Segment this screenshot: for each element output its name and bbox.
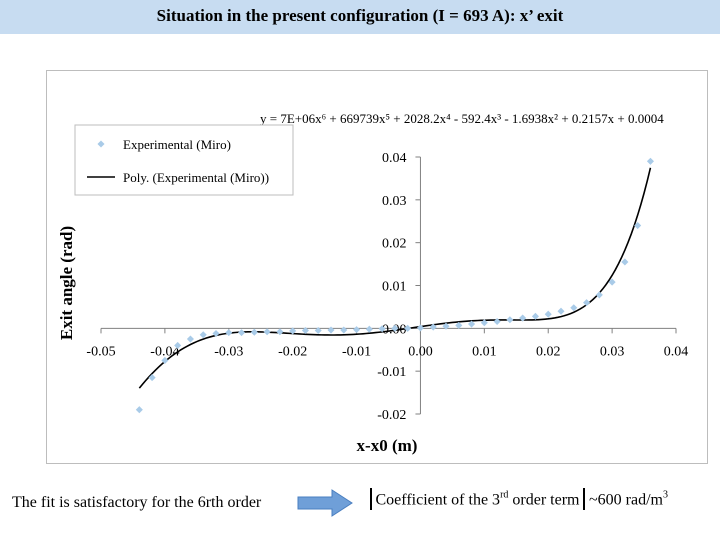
data-point xyxy=(583,299,591,307)
arrow-right-icon xyxy=(297,489,353,517)
y-tick-label: 0.03 xyxy=(382,194,407,209)
data-point xyxy=(595,291,603,299)
coefficient-value: ~600 rad/m3 xyxy=(588,489,668,508)
data-point xyxy=(365,325,373,333)
data-point xyxy=(238,329,246,337)
data-point xyxy=(340,326,348,334)
data-point xyxy=(608,278,616,286)
x-tick-label: -0.01 xyxy=(342,344,371,359)
data-point xyxy=(544,310,552,318)
x-tick-label: -0.03 xyxy=(214,344,243,359)
data-point xyxy=(314,326,322,335)
data-point xyxy=(148,374,156,382)
y-axis-title: Exit angle (rad) xyxy=(57,226,76,340)
x-axis-title: x-x0 (m) xyxy=(357,436,418,455)
data-point xyxy=(416,324,424,332)
data-point xyxy=(199,331,207,339)
data-point xyxy=(161,356,169,364)
coefficient-text: Coefficient of the 3rd order term xyxy=(375,489,580,508)
equation-label: y = 7E+06x⁶ + 669739x⁵ + 2028.2x⁴ - 592.… xyxy=(260,111,664,126)
legend-marker-icon xyxy=(97,140,105,148)
data-point xyxy=(276,328,284,336)
data-point xyxy=(570,304,578,312)
data-point xyxy=(493,317,501,326)
data-point xyxy=(250,328,258,336)
x-tick-label: 0.00 xyxy=(408,344,433,359)
data-point xyxy=(289,327,297,335)
chart-frame: -0.05 -0.04 -0.03 -0.02 -0.01 0.00 0.01 0.02 0.0… xyxy=(46,70,708,464)
data-point xyxy=(135,406,143,414)
legend-entry-experimental: Experimental (Miro) xyxy=(123,137,231,152)
data-point xyxy=(468,320,476,328)
coefficient-note: Coefficient of the 3rd order term ~600 ra… xyxy=(366,488,668,514)
data-point xyxy=(646,157,654,165)
legend-box xyxy=(74,124,294,196)
title-bar xyxy=(0,0,720,34)
x-tick-label: 0.03 xyxy=(600,344,625,359)
x-tick-label: 0.02 xyxy=(536,344,561,359)
data-point xyxy=(634,221,642,230)
legend-entry-fit: Poly. (Experimental (Miro)) xyxy=(123,170,269,185)
x-tick-label: -0.05 xyxy=(86,344,115,359)
data-point xyxy=(174,341,182,350)
data-point xyxy=(531,312,539,320)
data-point xyxy=(353,326,361,334)
footer-note: The fit is satisfactory for the 6rth ord… xyxy=(12,494,262,511)
data-point xyxy=(455,321,463,329)
data-point xyxy=(557,307,565,315)
data-point xyxy=(327,326,335,334)
abs-bar-right xyxy=(583,488,585,510)
slide-title: Situation in the present configuration (… xyxy=(156,6,564,25)
data-point xyxy=(212,329,220,338)
data-point xyxy=(263,328,271,336)
x-tick-label: -0.02 xyxy=(278,344,307,359)
abs-bar-left xyxy=(370,488,372,510)
data-point xyxy=(429,323,437,331)
data-point xyxy=(186,335,194,343)
data-point xyxy=(225,329,233,337)
data-point xyxy=(621,258,629,266)
x-tick-label: 0.04 xyxy=(664,344,689,359)
y-tick-label: 0.02 xyxy=(382,237,407,252)
data-point xyxy=(480,319,488,327)
chart: -0.05 -0.04 -0.03 -0.02 -0.01 0.00 0.01 0.02 0.0… xyxy=(57,111,689,455)
x-tick-label: 0.01 xyxy=(472,344,497,359)
data-point xyxy=(506,316,514,324)
y-tick-label: 0.01 xyxy=(382,280,407,295)
y-tick-label: 0.04 xyxy=(382,151,407,166)
y-tick-label: -0.02 xyxy=(377,408,406,423)
y-tick-label: -0.01 xyxy=(377,365,406,380)
